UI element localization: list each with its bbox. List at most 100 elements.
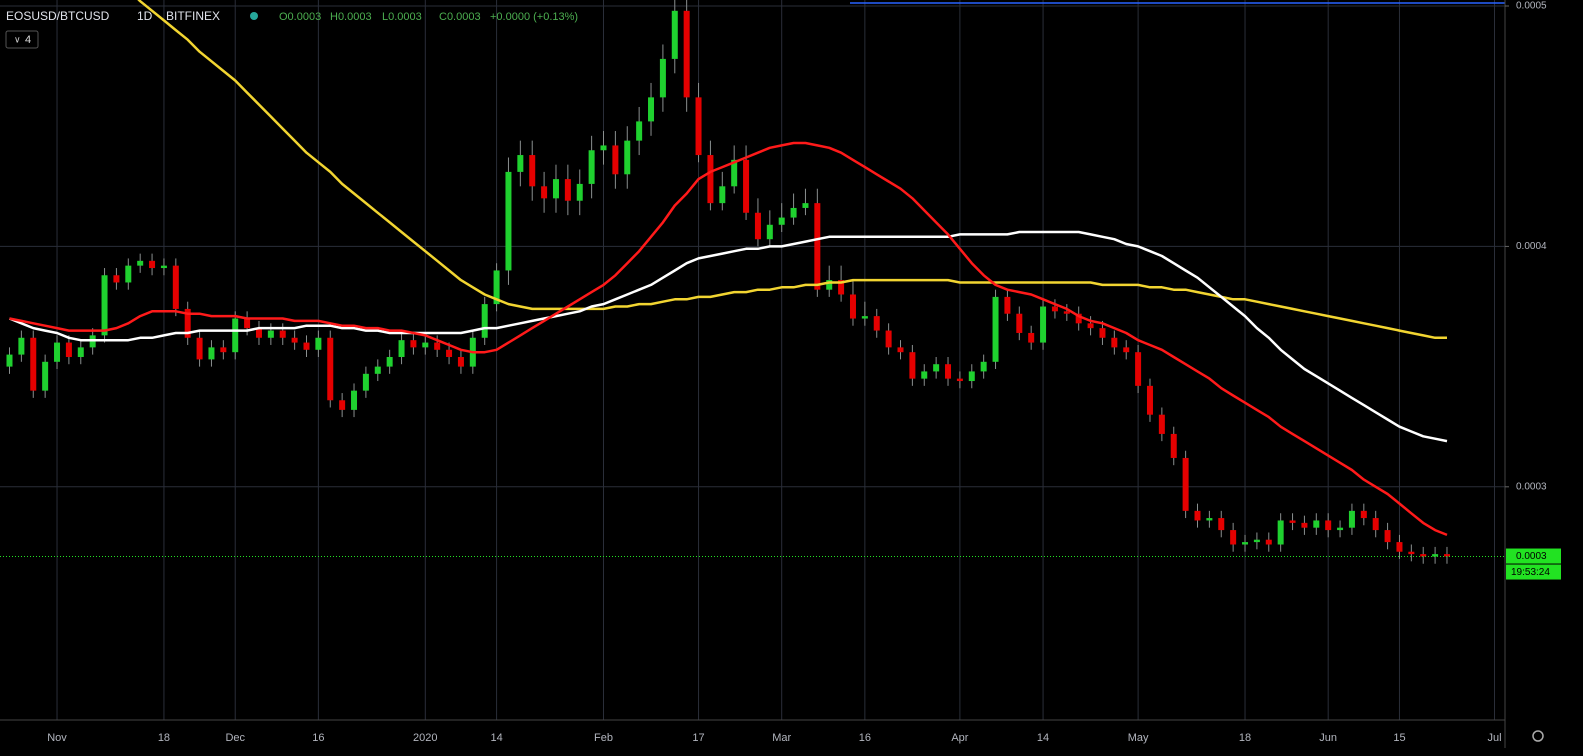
candle-body [1051,306,1058,312]
candle-body [1242,542,1249,545]
candle-body [291,337,298,343]
candle-body [54,342,61,362]
candle-body [1182,457,1189,511]
y-tick-label: 0.0003 [1516,481,1547,492]
x-tick-label: 14 [490,732,502,744]
x-tick-label: 18 [158,732,170,744]
candle-body [481,304,488,338]
x-tick-label: Feb [594,732,613,744]
status-dot [250,12,258,20]
candle-body [826,280,833,290]
candle-body [1028,332,1035,343]
candle-body [980,361,987,372]
candle-body [766,224,773,240]
y-tick-label: 0.0004 [1516,241,1547,252]
candle-body [18,337,25,355]
candle-body [1443,554,1450,557]
x-tick-label: 16 [312,732,324,744]
candle-body [42,361,49,391]
candle-body [446,349,453,357]
candle-body [422,342,429,348]
candle-body [1158,414,1165,434]
countdown: 19:53:24 [1511,567,1550,578]
x-tick-label: May [1128,732,1149,744]
candle-body [838,280,845,295]
x-tick-label: 2020 [413,732,437,744]
candle-body [802,203,809,208]
candle-body [1075,313,1082,324]
candle-body [351,390,358,410]
candle-body [588,150,595,184]
countdown-box [1506,564,1561,580]
candle-body [137,260,144,266]
candle-body [1016,313,1023,333]
candle-body [909,352,916,379]
candle-body [956,378,963,382]
candle-body [1348,510,1355,528]
candle-body [1206,518,1213,521]
candle-body [30,337,37,391]
ohlc-open: O0.0003 [279,11,321,23]
candle-body [968,371,975,382]
candle-body [1420,554,1427,557]
candle-body [992,296,999,362]
candle-body [434,342,441,350]
candle-body [719,186,726,204]
candle-body [885,330,892,348]
candle-body [873,316,880,331]
candle-body [315,337,322,350]
x-tick-label: 16 [859,732,871,744]
exchange: BITFINEX [166,9,220,23]
collapse-arrow: ∨ [14,34,21,44]
ohlc-low: L0.0003 [382,11,422,23]
candle-body [552,179,559,199]
x-tick-label: Jun [1319,732,1337,744]
candle-body [457,356,464,367]
candle-body [1087,323,1094,329]
candle-body [160,265,167,269]
candle-body [398,340,405,357]
candle-body [1432,554,1439,557]
candle-body [279,330,286,338]
candle-body [339,400,346,410]
candle-body [612,145,619,175]
candle-body [1063,311,1070,314]
x-tick-label: Apr [951,732,968,744]
candle-body [1218,518,1225,531]
candle-body [648,97,655,122]
candle-body [1230,530,1237,545]
candle-body [636,121,643,141]
ma-line [9,141,1448,537]
candle-body [113,275,120,283]
candle-body [1301,522,1308,528]
candle-body [267,330,274,338]
candle-body [125,265,132,283]
candle-body [933,364,940,372]
x-tick-label: Dec [225,732,245,744]
ohlc-high: H0.0003 [330,11,372,23]
candle-body [65,342,72,357]
candle-body [1396,542,1403,552]
candle-body [1289,520,1296,523]
indicator-toggle[interactable] [5,30,39,49]
candle-body [600,145,607,151]
candle-body [77,347,84,357]
candle-body [149,260,156,269]
candle-body [1384,530,1391,543]
candle-body [1325,520,1332,531]
interval: 1D [137,9,153,23]
x-tick-label: Nov [47,732,67,744]
axes: 0.0003 0.0004 0.0005 Nov 18 Dec 16 2020 14 Feb 17 M… [47,1,1547,744]
candle-body [1253,539,1260,543]
candle-body [1408,551,1415,555]
candle-body [1194,510,1201,521]
candle-body [410,340,417,348]
candle-body [1123,347,1130,353]
candle-body [921,371,928,379]
candle-body [1360,510,1367,519]
candle-body [101,275,108,336]
candle-body [505,171,512,271]
settings-icon[interactable] [1532,730,1544,742]
